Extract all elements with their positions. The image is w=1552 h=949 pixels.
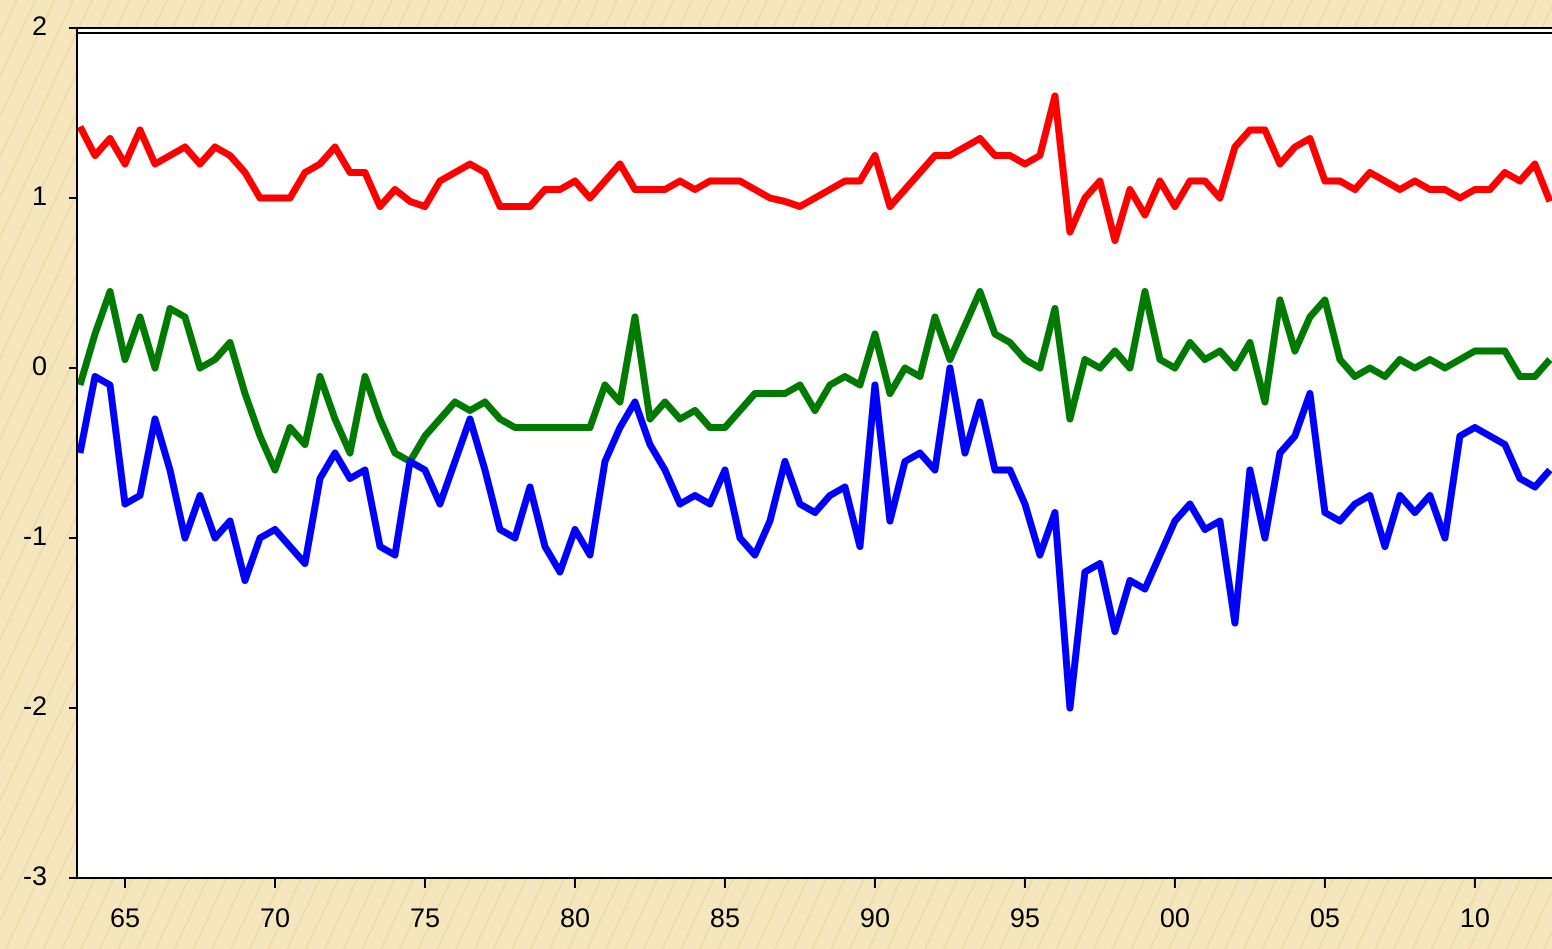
y-tick-label: -1 [23,521,47,551]
x-tick-label: 65 [110,903,140,933]
plot-area [77,28,1552,878]
x-tick-label: 95 [1010,903,1040,933]
series-line [76,92,1552,244]
x-tick-label: 80 [560,903,590,933]
x-tick-label: 90 [860,903,890,933]
x-tick-label: 00 [1160,903,1190,933]
y-tick-label: 0 [32,351,47,381]
x-tick-label: 85 [710,903,740,933]
x-tick-label: 70 [260,903,290,933]
x-tick-label: 05 [1310,903,1340,933]
plot [76,92,1552,712]
series-line [76,364,1552,712]
y-tick-label: 2 [32,11,47,41]
x-tick-label: 10 [1460,903,1490,933]
y-tick-label: -2 [23,691,47,721]
series-line [76,288,1552,474]
y-tick-label: 1 [32,181,47,211]
y-tick-label: -3 [23,861,47,891]
x-tick-label: 75 [410,903,440,933]
